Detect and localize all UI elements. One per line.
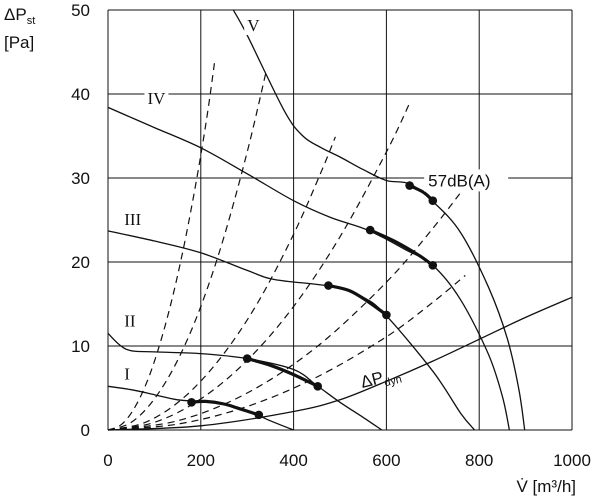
annotation-bg — [424, 169, 509, 192]
series-label-iii: III — [124, 210, 141, 229]
series-label-bg — [144, 89, 169, 109]
operating-segment — [189, 399, 261, 417]
series-label-v: V — [247, 16, 260, 35]
series-label-bg — [121, 364, 137, 384]
grid — [107, 9, 573, 431]
operating-segment — [326, 283, 388, 317]
operating-point — [382, 310, 391, 320]
curves — [107, 9, 573, 431]
operating-point — [405, 181, 414, 190]
operating-point — [254, 410, 264, 420]
y-tick-label: 20 — [71, 253, 90, 272]
series-label-bg — [121, 210, 155, 230]
y-axis-label: ΔPst — [4, 5, 35, 27]
x-tick-label: 0 — [103, 451, 112, 470]
operating-point — [365, 225, 375, 235]
x-axis-label: V̇ [m³/h] — [516, 477, 576, 496]
operating-point — [187, 397, 196, 407]
system-curve — [107, 102, 411, 431]
x-tick-label: 1000 — [553, 451, 591, 470]
operating-point — [313, 382, 323, 391]
operating-point — [324, 281, 333, 290]
series-label-iv: IV — [147, 89, 166, 108]
annotation-noise-level: 57dB(A) — [428, 171, 490, 190]
series-label-bg — [121, 311, 146, 331]
x-tick-label: 400 — [279, 451, 307, 470]
system-curve — [107, 72, 267, 431]
operating-segment — [245, 357, 320, 388]
y-axis-unit: [Pa] — [4, 33, 34, 52]
axes: 0 200 400 600 800 1000 0 10 20 30 40 50 V̇ [m³/h] ΔPs… — [4, 1, 591, 496]
system-curve — [107, 61, 216, 431]
x-tick-label: 800 — [465, 451, 493, 470]
y-tick-label: 50 — [71, 1, 90, 20]
y-tick-label: 40 — [71, 85, 90, 104]
y-tick-label: 10 — [71, 337, 90, 356]
operating-point — [428, 261, 438, 270]
y-tick-label: 0 — [81, 421, 90, 440]
fan-curve-ii — [107, 332, 383, 431]
series-label-bg — [244, 16, 260, 35]
x-tick-label: 600 — [372, 451, 400, 470]
operating-point — [428, 196, 438, 205]
x-tick-label: 200 — [187, 451, 215, 470]
fan-curve-iii — [107, 230, 476, 431]
dynamic-pressure-label: ΔPdyn — [359, 364, 404, 395]
dynamic-pressure-curve — [107, 296, 573, 431]
system-curve — [107, 274, 466, 431]
operating-segment — [368, 228, 435, 267]
fan-curve-v — [232, 9, 526, 431]
system-curve — [107, 186, 466, 431]
y-tick-label: 30 — [71, 169, 90, 188]
series-label-i: I — [124, 365, 130, 384]
operating-point — [242, 354, 252, 363]
series-label-ii: II — [124, 312, 136, 331]
